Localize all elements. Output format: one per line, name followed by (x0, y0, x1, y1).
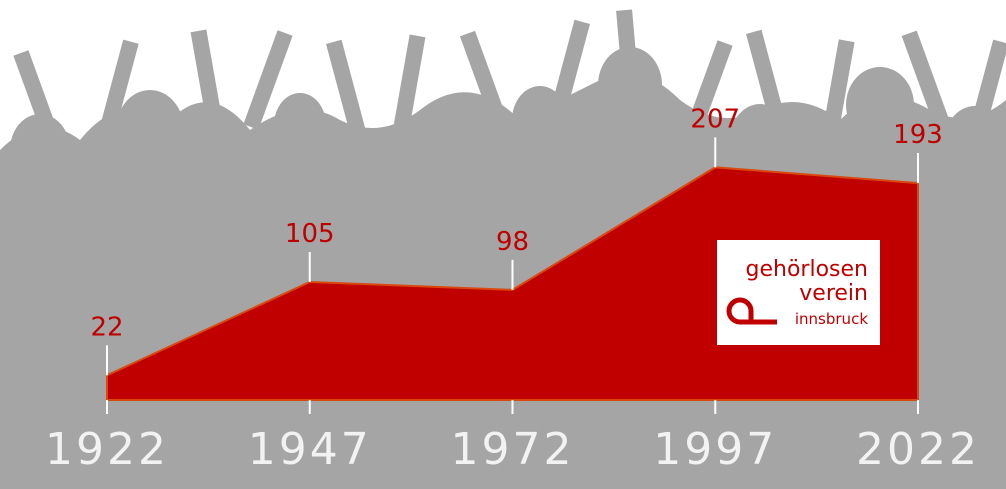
logo-text: gehörlosen (746, 257, 868, 282)
value-label: 193 (893, 120, 943, 150)
value-label: 105 (285, 219, 335, 249)
logo-text: innsbruck (795, 310, 868, 328)
value-label: 98 (496, 227, 529, 257)
x-tick-label: 1997 (653, 424, 777, 475)
value-label: 22 (90, 312, 123, 342)
x-tick-label: 1947 (248, 424, 372, 475)
x-tick-label: 1972 (451, 424, 575, 475)
logo-text: verein (799, 281, 868, 306)
x-tick-label: 2022 (856, 424, 980, 475)
value-label: 207 (690, 104, 740, 134)
x-tick-label: 1922 (45, 424, 169, 475)
logo: gehörlosen verein innsbruck (717, 240, 880, 345)
chart: 22 1922 105 1947 98 1972 207 1997 193 2022 gehörl… (0, 0, 1006, 489)
